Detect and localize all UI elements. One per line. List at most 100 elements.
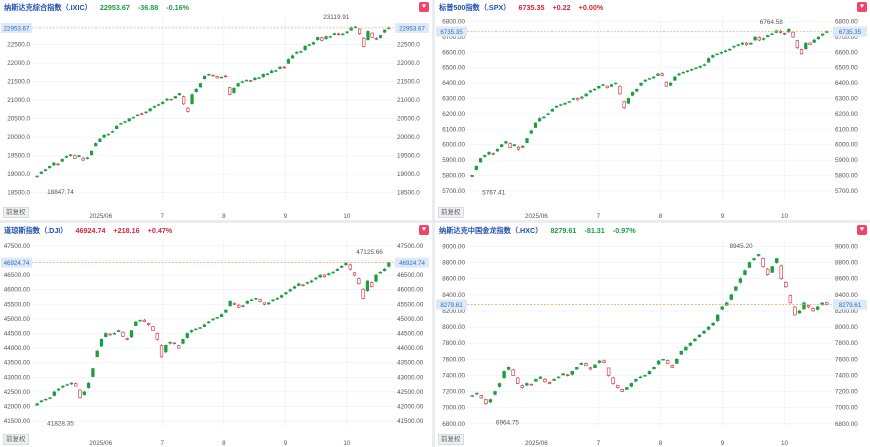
y-tick-label: 6000.00 (835, 142, 858, 149)
candle-body (99, 339, 104, 347)
candle-body (579, 363, 584, 365)
candle-body (279, 295, 284, 298)
index-name[interactable]: 道琼斯指数（.DJI） (4, 226, 68, 235)
candle-body (147, 323, 151, 326)
candle-body (533, 122, 538, 128)
x-tick-label: 8 (222, 440, 226, 447)
candlestick-chart[interactable]: 9000.00 9000.00 8800.00 8800.00 8600.00 8600.… (435, 223, 870, 447)
candle-body (82, 391, 86, 395)
candle-body (677, 73, 681, 76)
adjust-price-button[interactable]: 前复权 (3, 207, 29, 218)
candle-body (502, 371, 506, 379)
percent-change: -0.16% (166, 3, 190, 12)
y-tick-label: 18500.0 (7, 190, 30, 197)
candle-body (520, 385, 524, 388)
candle-body (121, 331, 125, 337)
candlestick-chart[interactable]: 23000.023000.022500.022500.022000.022000… (0, 0, 432, 220)
heart-icon[interactable]: ♥ (857, 225, 867, 235)
candle-body (529, 130, 533, 134)
candle-body (265, 73, 270, 76)
heart-icon[interactable]: ♥ (419, 2, 429, 12)
last-price-tag (833, 299, 867, 310)
candle-body (258, 299, 262, 302)
price-change: +218.16 (113, 226, 140, 235)
adjust-price-button[interactable]: 前复权 (3, 434, 29, 445)
x-tick-label: 8 (222, 213, 226, 220)
candle-body (328, 36, 332, 38)
candle-body (249, 80, 253, 82)
candle-body (224, 309, 228, 313)
index-name[interactable]: 纳斯达克中国金龙指数（.HXC） (439, 226, 543, 235)
high-label: 47125.66 (356, 249, 383, 256)
candle-body (311, 42, 316, 45)
y-tick-label: 42000.00 (4, 404, 31, 411)
index-name[interactable]: 纳斯达克综合指数（.IXIC） (4, 3, 92, 12)
candle-body (341, 33, 345, 36)
y-tick-label: 44000.00 (4, 345, 31, 352)
candlestick-chart[interactable]: 47500.0047500.0047000.0047000.0046500.00… (0, 223, 432, 447)
candle-body (219, 76, 223, 79)
chart-panel-hxc[interactable]: 9000.00 9000.00 8800.00 8800.00 8600.00 8600.… (435, 223, 870, 447)
candle-body (698, 65, 702, 68)
x-tick-label: 10 (781, 440, 789, 447)
candle-body (652, 76, 656, 79)
candle-body (547, 382, 552, 384)
adjust-price-button[interactable]: 前复权 (438, 207, 464, 218)
chart-panel-ixic[interactable]: 23000.023000.022500.022500.022000.022000… (0, 0, 432, 220)
heart-icon[interactable]: ♥ (857, 2, 867, 12)
candle-body (318, 274, 322, 278)
candle-body (629, 383, 634, 387)
x-tick-label: 2025/06 (525, 440, 548, 447)
candle-body (601, 84, 605, 86)
candle-body (267, 302, 271, 305)
candle-body (715, 53, 719, 56)
candle-body (656, 360, 661, 365)
chart-panel-spx[interactable]: 6800.00 6800.00 6700.00 6700.00 6600.00 6600.… (435, 0, 870, 220)
candle-body (745, 42, 749, 45)
chart-panel-dji[interactable]: 47500.0047500.0047000.0047000.0046500.00… (0, 223, 432, 447)
candle-body (732, 45, 736, 48)
candle-body (271, 299, 275, 302)
candle-body (749, 42, 753, 45)
candle-body (715, 314, 720, 321)
candle-body (697, 334, 702, 338)
candle-body (215, 317, 219, 319)
last-price-tag (1, 22, 32, 33)
candle-body (611, 377, 615, 384)
candle-body (747, 262, 752, 268)
candle-body (643, 79, 647, 82)
candlestick-chart[interactable]: 6800.00 6800.00 6700.00 6700.00 6600.00 6600.… (435, 0, 870, 220)
x-tick-label: 2025/06 (89, 440, 112, 447)
y-tick-label: 42500.00 (397, 389, 424, 396)
candle-body (479, 395, 484, 399)
candle-body (783, 33, 787, 35)
candle-body (262, 302, 267, 305)
y-tick-label: 8000.00 (835, 324, 858, 331)
candle-body (164, 344, 168, 353)
y-tick-label: 8000.00 (442, 324, 465, 331)
heart-icon[interactable]: ♥ (419, 225, 429, 235)
candle-body (35, 175, 39, 178)
candle-body (588, 367, 593, 370)
candle-body (155, 333, 159, 340)
last-price-tag-label: 46924.74 (399, 260, 425, 267)
candle-body (652, 367, 656, 370)
x-tick-label: 9 (721, 213, 725, 220)
low-label: 5767.41 (482, 189, 506, 196)
candle-body (799, 49, 804, 55)
candle-body (720, 306, 724, 310)
candle-body (570, 371, 574, 375)
candle-body (614, 82, 618, 85)
candle-body (702, 64, 707, 66)
candle-body (288, 289, 292, 292)
candle-body (203, 75, 207, 80)
adjust-price-button[interactable]: 前复权 (438, 434, 464, 445)
candle-body (35, 403, 39, 406)
candle-body (736, 44, 740, 46)
candle-body (134, 321, 138, 326)
index-name[interactable]: 标普500指数（.SPX） (439, 3, 511, 12)
candle-body (765, 268, 770, 275)
y-tick-label: 6400.00 (835, 80, 858, 87)
candle-body (734, 286, 738, 291)
candle-body (743, 270, 747, 275)
